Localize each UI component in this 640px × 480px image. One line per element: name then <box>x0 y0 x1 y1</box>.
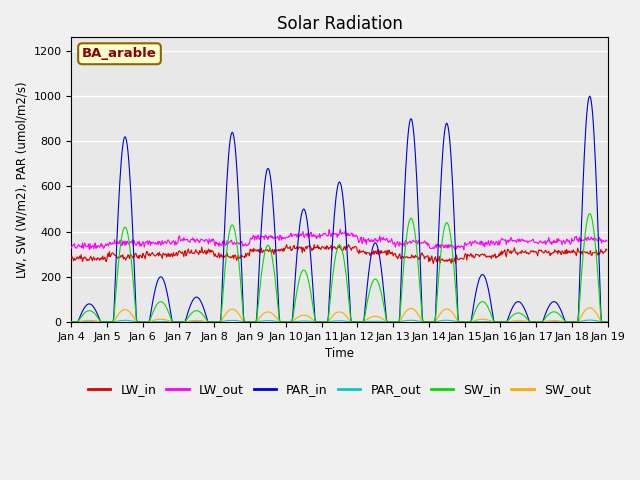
PAR_out <box>587 317 595 323</box>
Title: Solar Radiation: Solar Radiation <box>276 15 403 33</box>
LW_out <box>187 237 195 243</box>
PAR_out <box>77 319 85 324</box>
PAR_in <box>215 319 223 325</box>
PAR_out <box>68 319 76 325</box>
SW_out <box>77 318 85 324</box>
PAR_in <box>187 302 195 308</box>
SW_in <box>77 314 85 320</box>
LW_in <box>283 242 291 248</box>
SW_out <box>530 319 538 325</box>
LW_in <box>405 254 413 260</box>
Legend: LW_in, LW_out, PAR_in, PAR_out, SW_in, SW_out: LW_in, LW_out, PAR_in, PAR_out, SW_in, S… <box>83 378 596 401</box>
SW_out <box>68 319 76 325</box>
LW_out <box>215 243 223 249</box>
SW_out <box>132 319 140 324</box>
LW_in <box>603 247 611 253</box>
SW_out <box>215 319 223 325</box>
LW_out <box>337 226 344 232</box>
PAR_in <box>77 312 85 317</box>
LW_out <box>460 247 468 253</box>
LW_in <box>420 256 428 262</box>
LW_out <box>603 238 611 244</box>
PAR_out <box>405 317 413 323</box>
Line: SW_out: SW_out <box>72 308 607 322</box>
Line: PAR_in: PAR_in <box>72 96 607 322</box>
Y-axis label: LW, SW (W/m2), PAR (umol/m2/s): LW, SW (W/m2), PAR (umol/m2/s) <box>15 81 28 278</box>
Line: LW_in: LW_in <box>72 245 607 264</box>
Text: BA_arable: BA_arable <box>82 47 157 60</box>
SW_in <box>68 319 76 325</box>
PAR_out <box>141 319 148 325</box>
SW_in <box>603 319 611 325</box>
PAR_in <box>586 93 593 99</box>
PAR_in <box>603 319 611 325</box>
SW_in <box>215 319 223 325</box>
SW_in <box>187 312 195 317</box>
PAR_out <box>188 319 195 324</box>
X-axis label: Time: Time <box>325 347 354 360</box>
SW_in <box>420 319 428 325</box>
LW_out <box>405 240 413 245</box>
PAR_in <box>420 319 428 325</box>
SW_out <box>187 318 195 324</box>
LW_in <box>77 252 85 258</box>
SW_out <box>603 319 611 325</box>
LW_in <box>68 255 76 261</box>
LW_out <box>68 245 76 251</box>
LW_in <box>215 250 223 256</box>
LW_in <box>429 261 437 266</box>
SW_in <box>132 315 140 321</box>
LW_out <box>77 243 85 249</box>
Line: LW_out: LW_out <box>72 229 607 250</box>
Line: SW_in: SW_in <box>72 214 607 322</box>
PAR_in <box>404 132 412 138</box>
PAR_out <box>420 319 428 324</box>
PAR_out <box>132 319 140 325</box>
PAR_in <box>132 312 140 318</box>
PAR_in <box>68 319 76 325</box>
LW_out <box>132 242 140 248</box>
LW_in <box>187 250 195 255</box>
SW_in <box>404 224 412 229</box>
LW_in <box>132 251 140 257</box>
SW_out <box>585 305 593 311</box>
SW_in <box>586 211 593 216</box>
Line: PAR_out: PAR_out <box>72 320 607 322</box>
LW_out <box>420 238 428 244</box>
PAR_out <box>603 319 611 325</box>
SW_out <box>404 307 412 312</box>
PAR_out <box>216 319 223 325</box>
SW_out <box>420 319 428 325</box>
